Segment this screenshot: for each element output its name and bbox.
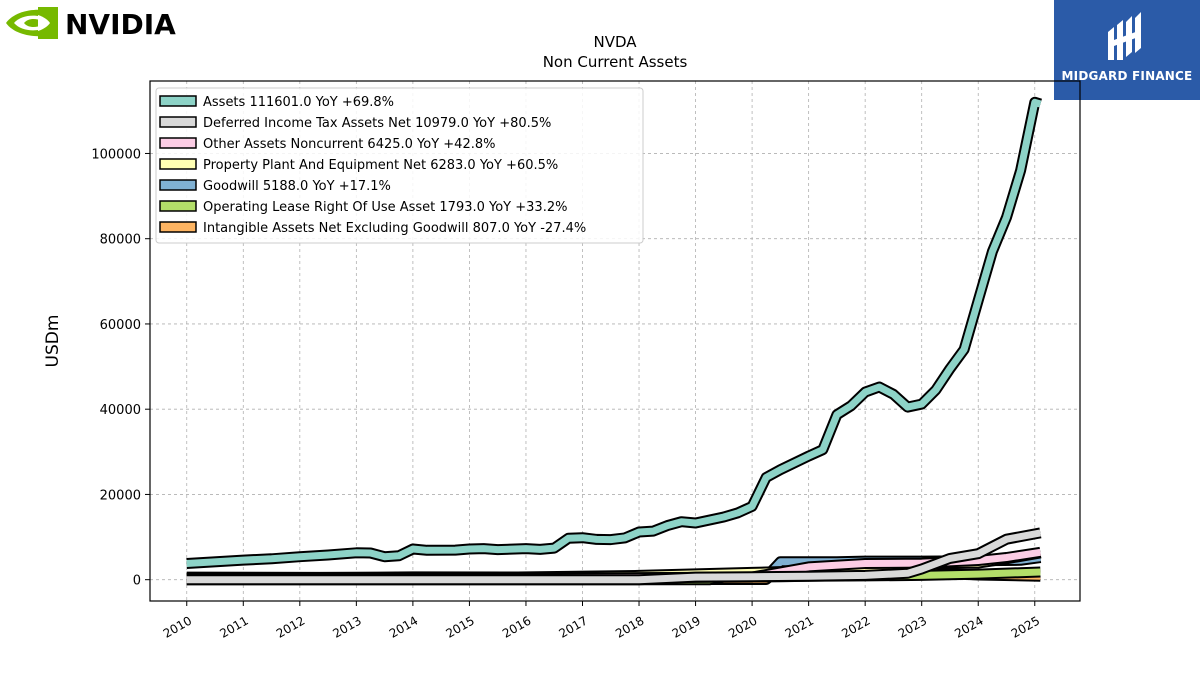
legend-item: Other Assets Noncurrent 6425.0 YoY +42.8…	[159, 137, 495, 152]
x-tick-label: 2019	[670, 613, 703, 640]
legend-swatch	[159, 116, 197, 128]
y-tick-label: 20000	[100, 488, 141, 503]
legend-item: Property Plant And Equipment Net 6283.0 …	[159, 158, 558, 173]
x-tick-label: 2022	[839, 613, 872, 640]
nvidia-logo: NVIDIA	[6, 7, 176, 41]
legend-label: Deferred Income Tax Assets Net 10979.0 Y…	[203, 116, 551, 131]
x-tick-label: 2021	[783, 613, 816, 640]
series-line	[186, 98, 1042, 567]
y-tick-label: 100000	[91, 147, 141, 162]
plot-frame	[149, 80, 1081, 602]
legend-swatch	[159, 179, 197, 191]
midgard-wordmark: MIDGARD FINANCE	[1061, 69, 1193, 83]
legend-label: Assets 111601.0 YoY +69.8%	[203, 95, 394, 110]
legend-swatch	[159, 200, 197, 212]
legend-swatch	[159, 95, 197, 107]
legend-swatch	[159, 158, 197, 170]
legend-item: Intangible Assets Net Excluding Goodwill…	[159, 221, 586, 236]
legend-label: Intangible Assets Net Excluding Goodwill…	[203, 221, 586, 236]
y-axis-label: USDm	[43, 315, 63, 368]
series-line	[186, 529, 1042, 584]
legend-box	[155, 87, 644, 244]
legend-label: Goodwill 5188.0 YoY +17.1%	[203, 179, 391, 194]
x-tick-label: 2013	[330, 613, 363, 640]
legend-label: Operating Lease Right Of Use Asset 1793.…	[203, 200, 567, 215]
x-tick-label: 2010	[161, 613, 194, 640]
legend-item: Deferred Income Tax Assets Net 10979.0 Y…	[159, 116, 551, 131]
x-tick-label: 2014	[387, 613, 420, 640]
x-tick-label: 2018	[613, 613, 646, 640]
x-tick-label: 2023	[896, 613, 929, 640]
chart-title: NVDA	[593, 33, 637, 51]
legend-item: Goodwill 5188.0 YoY +17.1%	[159, 179, 391, 194]
nvidia-wordmark: NVIDIA	[65, 8, 176, 41]
midgard-finance-logo: MIDGARD FINANCE	[1054, 0, 1200, 100]
y-tick-label: 60000	[100, 318, 141, 333]
midgard-mark-icon	[1108, 12, 1141, 60]
chart-subtitle: Non Current Assets	[543, 53, 688, 71]
x-tick-label: 2017	[557, 613, 590, 640]
x-tick-label: 2016	[500, 613, 533, 640]
x-tick-label: 2025	[1009, 613, 1042, 640]
legend-swatch	[159, 137, 197, 149]
x-tick-label: 2024	[952, 613, 985, 640]
x-tick-label: 2012	[274, 613, 307, 640]
legend: Assets 111601.0 YoY +69.8% Deferred Incom…	[155, 87, 644, 244]
y-tick-label: 80000	[100, 233, 141, 248]
y-tick-label: 40000	[100, 403, 141, 418]
series-deferred-income-tax-assets-net	[186, 527, 1042, 586]
x-tick-label: 2020	[726, 613, 759, 640]
legend-item: Operating Lease Right Of Use Asset 1793.…	[159, 200, 567, 215]
x-tick-label: 2015	[443, 613, 476, 640]
legend-label: Other Assets Noncurrent 6425.0 YoY +42.8…	[203, 137, 495, 152]
x-tick-label: 2011	[217, 613, 250, 640]
legend-label: Property Plant And Equipment Net 6283.0 …	[203, 158, 558, 173]
y-tick-label: 0	[133, 574, 141, 589]
legend-item: Assets 111601.0 YoY +69.8%	[159, 95, 394, 110]
legend-swatch	[159, 221, 197, 233]
series-layer	[186, 96, 1042, 586]
series-assets	[186, 96, 1042, 569]
